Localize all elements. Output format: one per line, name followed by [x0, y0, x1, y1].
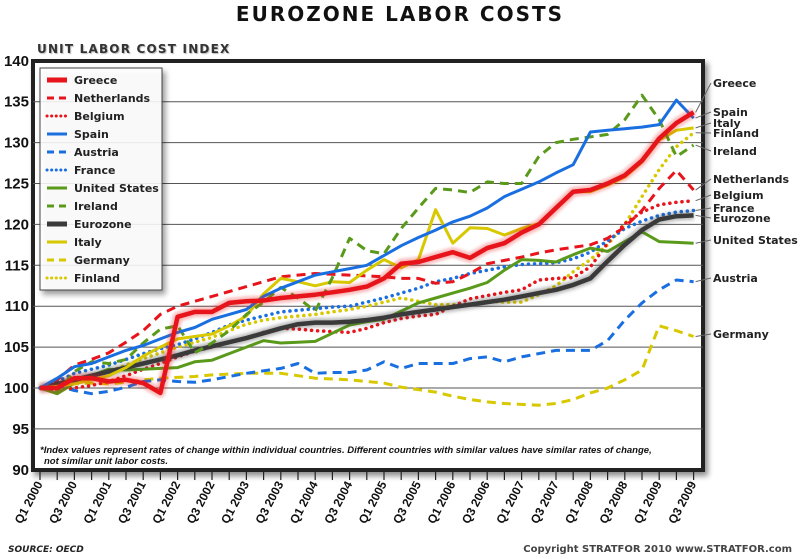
x-tick-label: Q1 2008	[562, 479, 596, 527]
x-axis: Q1 2000 Q3 2000 Q1 2001 Q3 2001 Q1 2002 Q3 20…	[12, 471, 699, 527]
x-tick-label: Q1 2007	[493, 479, 527, 527]
x-tick-label: Q1 2003	[218, 479, 252, 527]
legend-label-united-states: United States	[74, 182, 159, 195]
x-tick-label: Q3 2000	[46, 479, 80, 527]
legend-label-austria: Austria	[74, 146, 119, 159]
x-tick-label: Q3 2009	[665, 479, 699, 527]
y-tick-label: 90	[12, 462, 29, 479]
x-tick-label: Q1 2009	[631, 479, 665, 527]
legend: Greece Netherlands Belgium Spain Austria Fran…	[39, 67, 163, 291]
series-end-label: Finland	[713, 127, 759, 140]
y-tick-label: 135	[4, 94, 29, 111]
x-tick-label: Q3 2006	[459, 479, 493, 527]
leader-line	[695, 207, 712, 211]
series-end-label: United States	[713, 234, 798, 247]
series-end-label: Austria	[713, 272, 758, 285]
leader-line	[695, 194, 712, 202]
leader-line	[695, 122, 712, 129]
x-tick-label: Q3 2005	[390, 479, 424, 527]
series-end-label: France	[713, 202, 754, 215]
x-tick-label: Q1 2002	[149, 479, 183, 527]
x-tick-label: Q1 2001	[80, 479, 114, 527]
legend-label-france: France	[74, 164, 115, 177]
series-end-label: Belgium	[713, 189, 764, 202]
series-line-ireland	[39, 93, 695, 394]
series-lines	[38, 93, 696, 407]
series-end-label: Ireland	[713, 145, 757, 158]
series-line-greece	[40, 110, 695, 396]
x-tick-label: Q3 2004	[321, 479, 355, 527]
y-tick-label: 125	[4, 176, 29, 193]
x-tick-label: Q3 2007	[528, 479, 562, 527]
y-tick-label: 105	[4, 339, 29, 356]
leader-line	[695, 111, 712, 119]
annotation-line-1: *Index values represent rates of change …	[40, 445, 652, 456]
y-tick-label: 120	[4, 216, 29, 233]
legend-label-netherlands: Netherlands	[74, 92, 151, 105]
y-tick-label: 100	[4, 380, 29, 397]
leader-line	[695, 144, 712, 152]
x-tick-label: Q1 2004	[287, 479, 321, 527]
leader-line	[695, 333, 712, 337]
y-tick-label: 110	[5, 298, 29, 315]
legend-label-spain: Spain	[74, 128, 109, 141]
series-line-belgium	[38, 198, 696, 392]
x-tick-label: Q1 2006	[424, 479, 458, 527]
legend-label-ireland: Ireland	[74, 200, 118, 213]
series-end-label: Eurozone	[713, 212, 771, 225]
y-axis: 90 95 100 105 110 115 120 125 130 135 140	[4, 53, 29, 479]
x-tick-label: Q3 2003	[252, 479, 286, 527]
legend-label-greece: Greece	[74, 74, 117, 87]
series-line-netherlands	[39, 168, 695, 390]
copyright-note: Copyright STRATFOR 2010 www.STRATFOR.com	[523, 544, 792, 555]
legend-label-finland: Finland	[74, 272, 120, 285]
y-tick-label: 140	[4, 53, 29, 70]
leader-line	[695, 178, 712, 191]
series-line-austria	[39, 278, 694, 396]
legend-label-eurozone: Eurozone	[74, 218, 132, 231]
chart-subtitle: UNIT LABOR COST INDEX	[37, 42, 231, 56]
series-end-label: Netherlands	[713, 173, 790, 186]
x-tick-label: Q3 2002	[184, 479, 218, 527]
series-end-label: Germany	[713, 328, 769, 341]
x-tick-label: Q1 2005	[356, 479, 390, 527]
y-tick-label: 115	[5, 257, 29, 274]
series-line-eurozone	[39, 213, 694, 391]
legend-box	[39, 67, 163, 291]
series-line-spain	[39, 98, 695, 390]
y-tick-label: 95	[12, 421, 29, 438]
series-end-label: Greece	[713, 77, 756, 90]
leader-line	[695, 214, 712, 219]
series-end-label: Italy	[713, 117, 741, 130]
series-line-germany	[39, 324, 695, 407]
x-tick-label: Q3 2001	[115, 479, 149, 527]
legend-label-germany: Germany	[74, 254, 130, 267]
x-tick-label: Q1 2000	[12, 479, 46, 527]
series-end-label: Spain	[713, 106, 748, 119]
annotation-line-2: not similar unit labor costs.	[44, 456, 168, 467]
leader-line	[695, 277, 712, 283]
source-note: SOURCE: OECD	[8, 545, 84, 555]
leader-line	[695, 82, 712, 113]
legend-label-italy: Italy	[74, 236, 102, 249]
chart-title: EUROZONE LABOR COSTS	[235, 2, 565, 26]
x-tick-label: Q3 2008	[596, 479, 630, 527]
y-tick-label: 130	[4, 135, 29, 152]
legend-label-belgium: Belgium	[74, 110, 125, 123]
leader-line	[695, 239, 712, 244]
